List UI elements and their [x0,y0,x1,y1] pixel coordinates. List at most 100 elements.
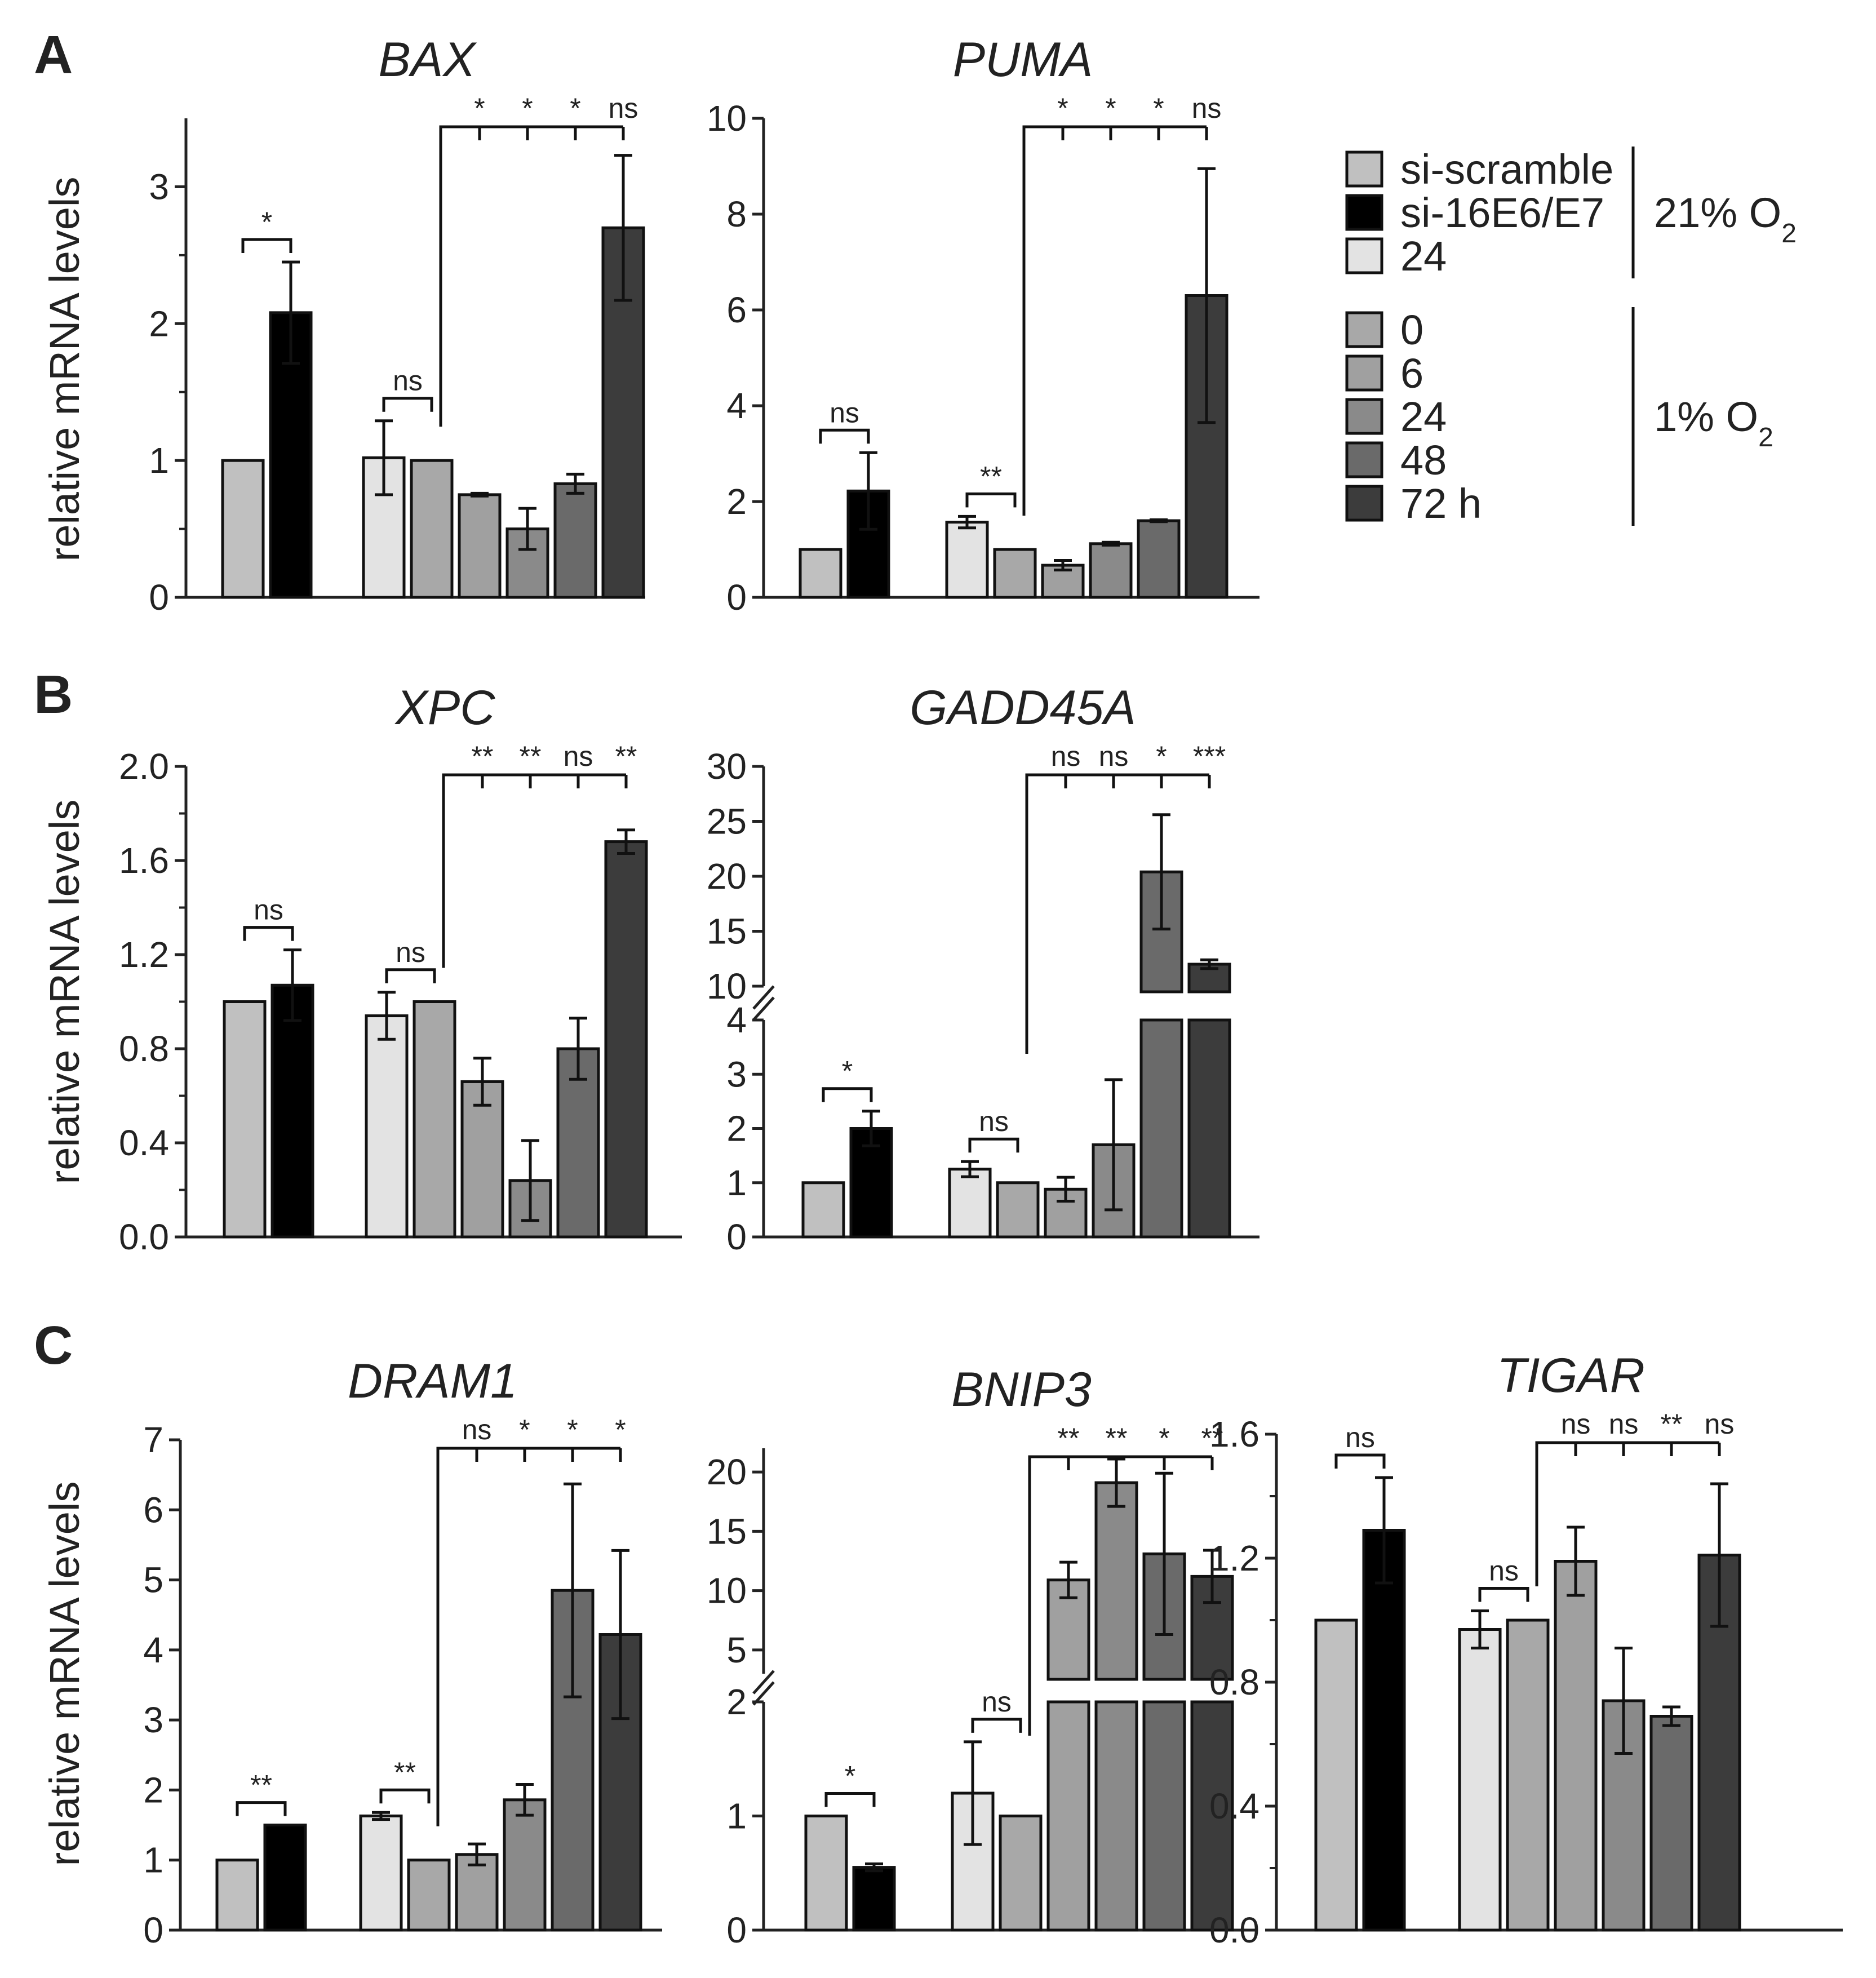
legend-item-label: 0 [1400,307,1423,353]
comparison-significance: ns [1099,740,1129,772]
y-tick-label: 10 [707,1571,747,1611]
y-tick-label: 25 [707,801,747,842]
y-tick-label: 0 [149,577,169,618]
legend-group-subscript: 2 [1781,219,1797,249]
pair-bracket [1334,1453,1386,1469]
y-tick-label: 0 [143,1910,163,1950]
comparison-significance: * [567,1414,578,1445]
comparison-significance: * [1105,92,1116,124]
bar-lower-segment [1187,1018,1231,1239]
pair-bracket [385,968,436,983]
bars [221,154,645,599]
bars [223,828,648,1239]
pair-bracket [243,926,294,941]
bar [410,459,454,599]
bar [1089,542,1133,599]
axis-break-mark [752,996,775,1021]
y-tick-label: 3 [149,166,169,207]
y-tick-label: 0.8 [119,1028,169,1069]
legend-item-label: 24 [1400,393,1447,440]
y-axis: 0 2 4 6 8 10 [707,98,765,618]
chart-title: PUMA [953,33,1093,87]
legend-swatch [1345,354,1383,392]
y-tick-label: 0 [726,1217,747,1257]
bars [801,813,1231,1239]
y-axis: 0 1 2 3 410 15 20 25 30 [707,746,775,1257]
bars [804,1457,1234,1932]
bars [1314,1476,1741,1932]
y-tick-label: 2 [143,1769,163,1810]
y-tick-label: 0 [726,1910,747,1950]
comparison-significance: ** [1106,1422,1128,1454]
y-axis-labels: relative mRNA levels relative mRNA level… [41,177,88,1866]
chart-xpc: XPC 0.0 0.4 0.8 1.2 1.6 2.0 ns ns ** ** ns ** [119,681,682,1257]
pair-bracket [236,1801,287,1816]
bar [799,548,842,599]
panel-label-c: C [34,1315,73,1376]
chart-bax: BAX 0 1 2 3 * ns * * * ns [149,33,645,618]
comparison-significance: * [522,92,533,124]
pair-bracket [965,492,1017,508]
y-tick-label: 5 [726,1630,747,1670]
y-axis-label-c: relative mRNA levels [41,1482,88,1866]
y-tick-label: 7 [143,1420,163,1460]
bar [1506,1618,1550,1932]
pair-significance: ns [1345,1422,1375,1453]
comparison-significance: ns [564,740,593,772]
axis-break-mark [752,1670,775,1695]
legend-swatch [1345,237,1383,274]
pair-bracket [824,1792,876,1807]
comparison-significance: * [1156,740,1167,772]
comparison-significance: * [474,92,485,124]
bar [223,1000,267,1239]
y-tick-label: 6 [143,1489,163,1530]
pair-bracket [819,428,870,444]
significance: ns ns ** ** ns ** [243,740,637,983]
bar [604,840,648,1239]
y-axis-label-b: relative mRNA levels [41,800,88,1185]
y-tick-label: 1 [726,1796,747,1837]
bar [999,1815,1043,1932]
pair-significance: ** [980,460,1002,492]
comparison-significance: ** [520,740,542,772]
y-tick-label: 3 [143,1700,163,1740]
y-tick-label: 1.2 [119,934,169,975]
y-tick-label: 2 [149,303,169,344]
comparison-significance: ** [1058,1422,1080,1454]
bar [1362,1529,1406,1932]
y-tick-label: 20 [707,856,747,897]
y-tick-label: 15 [707,1511,747,1551]
comparison-significance: * [570,92,580,124]
y-tick-label: 10 [707,98,747,139]
y-tick-label: 3 [726,1054,747,1094]
chart-title: DRAM1 [348,1354,517,1408]
bar [460,1080,504,1239]
legend-group-subscript: 2 [1758,423,1773,453]
bar [1137,519,1181,599]
legend-swatch [1345,150,1383,188]
significance: * ns * * * ns [241,92,638,427]
legend-swatch [1345,194,1383,231]
bar [1041,564,1085,599]
bar-lower-segment [1190,1700,1234,1932]
pair-bracket [382,397,433,412]
y-tick-label: 1 [726,1163,747,1203]
pair-significance: ns [393,365,423,397]
y-axis: 0 1 2 3 4 5 6 7 [143,1420,182,1950]
y-axis: 0.0 0.4 0.8 1.2 1.6 2.0 [119,746,188,1257]
bar [1649,1715,1693,1932]
legend-swatch [1345,398,1383,435]
bar [1554,1560,1598,1932]
y-tick-label: 4 [143,1630,163,1670]
comparison-significance: ns [1192,92,1222,124]
bar [221,459,265,599]
comparison-significance: ** [472,740,494,772]
y-tick-label: 2 [726,1682,747,1722]
